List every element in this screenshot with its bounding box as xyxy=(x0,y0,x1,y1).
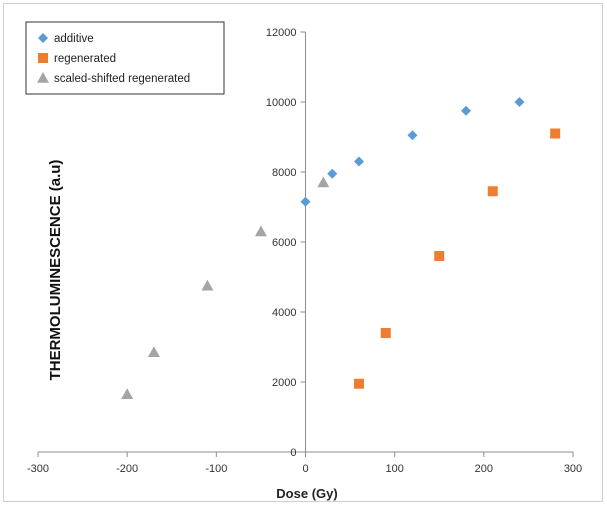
x-tick-label: 300 xyxy=(564,463,582,475)
legend-label: regenerated xyxy=(54,53,116,65)
triangle-point xyxy=(254,225,267,237)
data-points xyxy=(121,97,561,400)
square-point xyxy=(434,251,445,261)
y-tick-label: 8000 xyxy=(272,167,296,179)
series-scaled-shifted-regenerated xyxy=(121,176,330,400)
square-point xyxy=(354,378,364,389)
legend-square-marker xyxy=(38,53,48,63)
y-tick-label: 6000 xyxy=(272,237,296,249)
square-point xyxy=(487,186,498,197)
series-additive xyxy=(300,97,525,207)
diamond-point xyxy=(514,97,525,107)
legend: additive regenerated scaled-shifted regene… xyxy=(25,21,225,95)
axes: -300 -200 -100 0 100 200 300 0 2000 4000 6000 8000 1… xyxy=(27,27,582,475)
x-tick-label: 100 xyxy=(385,463,403,475)
triangle-point xyxy=(317,176,330,188)
legend-label: additive xyxy=(54,33,94,45)
x-axis-label: Dose (Gy) xyxy=(276,486,337,501)
diamond-point xyxy=(407,130,418,141)
diamond-point xyxy=(461,105,471,116)
x-tick-label: -300 xyxy=(27,463,49,475)
diamond-point xyxy=(327,168,338,179)
x-tick-label: -200 xyxy=(116,463,138,475)
x-tick-label: 200 xyxy=(475,463,493,475)
series-regenerated xyxy=(354,128,561,389)
y-tick-label: 10000 xyxy=(266,97,297,109)
legend-triangle-marker xyxy=(37,72,49,83)
x-tick-label: -100 xyxy=(205,463,227,475)
y-axis-label: THERMOLUMINESCENCE (a.u) xyxy=(47,160,64,381)
x-tick-label: 0 xyxy=(302,463,308,475)
diamond-point xyxy=(300,196,311,207)
legend-diamond-marker xyxy=(38,33,48,43)
y-tick-label: 0 xyxy=(290,447,296,459)
y-tick-label: 2000 xyxy=(272,377,296,389)
diamond-point xyxy=(354,156,364,167)
triangle-point xyxy=(121,388,134,400)
legend-label: scaled-shifted regenerated xyxy=(54,73,190,85)
y-tick-label: 4000 xyxy=(272,307,296,319)
square-point xyxy=(550,128,561,139)
triangle-point xyxy=(147,346,160,358)
square-point xyxy=(380,328,391,338)
legend-box xyxy=(25,21,225,95)
triangle-point xyxy=(201,279,214,291)
y-tick-label: 12000 xyxy=(266,27,297,39)
